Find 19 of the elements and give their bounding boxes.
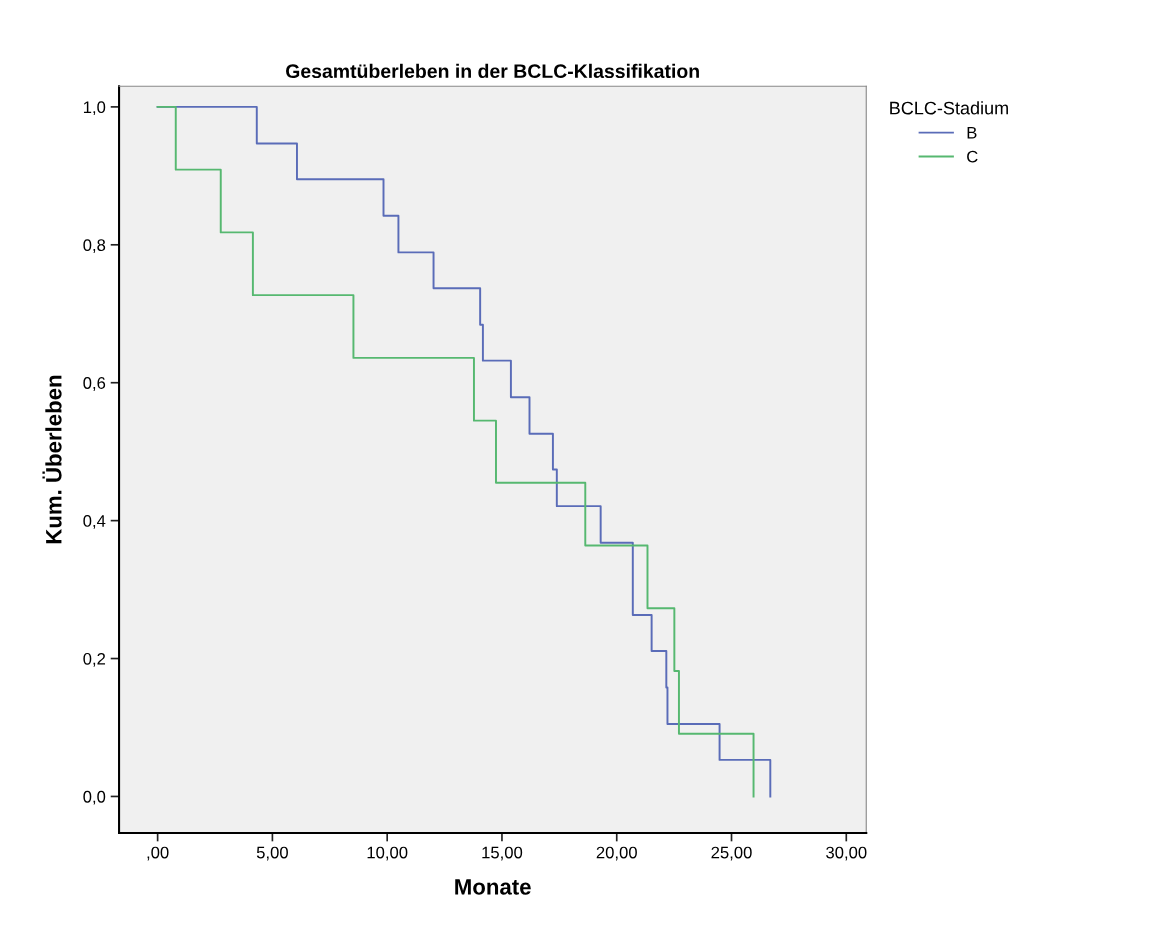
chart-title: Gesamtüberleben in der BCLC-Klassifikation [286,63,699,79]
x-tick-label: 5,00 [256,846,288,861]
y-tick-label: 1,0 [83,101,106,116]
x-tick-label: 10,00 [367,846,408,861]
x-axis-title: Monate [455,879,531,895]
legend-label: B [967,126,977,139]
x-tick-label: 25,00 [711,846,752,861]
y-axis-title: Kum. Überleben [42,375,62,544]
y-tick-label: 0,4 [83,515,106,529]
x-tick-label: 20,00 [596,846,637,861]
x-tick-label: ,00 [147,846,169,861]
x-tick-label: 15,00 [482,846,523,861]
y-tick-label: 0,0 [83,790,106,805]
legend-title: BCLC-Stadium [890,101,1008,115]
y-tick-label: 0,2 [83,652,106,667]
legend-label: C [967,150,978,163]
y-tick-label: 0,6 [83,377,106,391]
y-tick-label: 0,8 [83,239,106,253]
x-tick-label: 30,00 [826,846,867,861]
